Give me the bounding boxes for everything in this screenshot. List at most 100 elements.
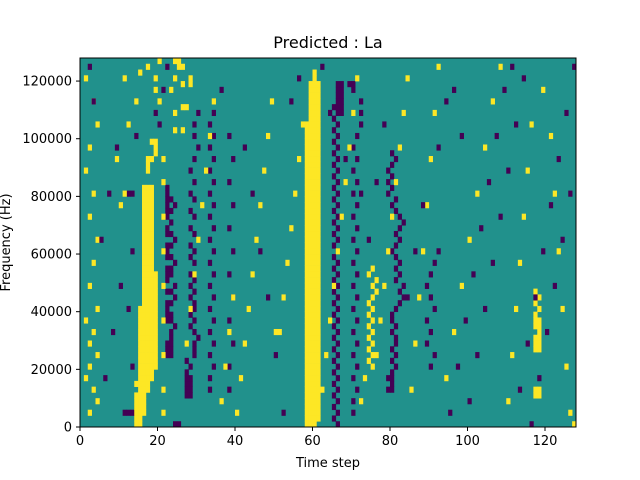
heatmap-cell [211, 271, 216, 278]
heatmap-cell [238, 375, 244, 382]
heatmap-cell [130, 190, 135, 197]
heatmap-cell [312, 259, 317, 266]
heatmap-cell [331, 161, 337, 168]
heatmap-cell [308, 132, 313, 140]
heatmap-cell [331, 288, 337, 295]
heatmap-cell [304, 196, 309, 203]
heatmap-cell [196, 334, 201, 341]
heatmap-cell [304, 357, 309, 364]
heatmap-cell [428, 363, 433, 370]
heatmap-cell [297, 156, 302, 163]
heatmap-cell [142, 369, 147, 376]
heatmap-cell [304, 403, 309, 411]
heatmap-cell [304, 415, 309, 422]
heatmap-cell [393, 334, 399, 341]
heatmap-cell [320, 63, 325, 70]
heatmap-cell [142, 219, 147, 226]
heatmap-cell [308, 334, 313, 341]
heatmap-cell [316, 300, 321, 307]
heatmap-cell [308, 236, 313, 243]
heatmap-cell [331, 265, 337, 272]
heatmap-cell [142, 294, 147, 301]
heatmap-cell [312, 75, 317, 82]
heatmap-cell [335, 409, 340, 416]
heatmap-cell [393, 242, 399, 249]
heatmap-cell [161, 386, 166, 393]
heatmap-cell [87, 409, 92, 416]
heatmap-cell [312, 202, 317, 209]
heatmap-cell [165, 196, 170, 203]
heatmap-cell [308, 248, 313, 255]
heatmap-cell [188, 167, 193, 174]
heatmap-cell [149, 196, 154, 203]
heatmap-cell [455, 363, 461, 370]
heatmap-cell [95, 236, 100, 243]
heatmap-cell [498, 213, 503, 220]
heatmap-cell [188, 392, 193, 399]
heatmap-cell [316, 340, 321, 347]
heatmap-cell [176, 421, 182, 428]
heatmap-cell [308, 213, 313, 220]
heatmap-cell [142, 300, 147, 307]
heatmap-cell [95, 352, 100, 359]
heatmap-cell [316, 150, 321, 157]
heatmap-cell [366, 357, 371, 364]
heatmap-cell [304, 363, 309, 370]
heatmap-cell [188, 386, 193, 393]
heatmap-cell [471, 271, 476, 278]
heatmap-cell [211, 225, 216, 232]
heatmap-cell [138, 305, 143, 313]
heatmap-cell [312, 340, 317, 347]
heatmap-cell [432, 305, 437, 313]
heatmap-cell [316, 375, 321, 382]
heatmap-cell [304, 242, 309, 249]
heatmap-cell [312, 121, 317, 128]
heatmap-cell [145, 63, 151, 70]
heatmap-cell [142, 323, 147, 330]
heatmap-cell [331, 115, 337, 122]
x-axis: 0 20 40 60 80 100 120 [76, 427, 557, 449]
heatmap-cell [149, 207, 154, 215]
heatmap-cell [246, 305, 251, 313]
heatmap-cell [231, 202, 236, 209]
heatmap-cell [475, 190, 480, 197]
heatmap-cell [316, 161, 321, 168]
heatmap-cells [83, 58, 577, 428]
heatmap-cell [134, 98, 139, 105]
heatmap-cell [300, 121, 306, 128]
heatmap-cell [339, 98, 344, 105]
heatmap-cell [308, 352, 313, 359]
x-tick-label: 60 [304, 434, 321, 449]
heatmap-cell [312, 115, 317, 122]
heatmap-cell [130, 363, 135, 370]
heatmap-cell [308, 86, 313, 93]
heatmap-cell [393, 352, 399, 359]
heatmap-cell [211, 132, 216, 140]
heatmap-cell [401, 282, 406, 289]
chart-title: Predicted : La [273, 33, 382, 52]
heatmap-cell [312, 86, 317, 93]
heatmap-cell [161, 179, 166, 186]
heatmap-cell [138, 409, 143, 416]
heatmap-cell [510, 63, 515, 70]
heatmap-cell [312, 265, 317, 272]
heatmap-cell [180, 104, 185, 111]
heatmap-cell [312, 98, 317, 105]
heatmap-cell [390, 311, 395, 318]
heatmap-cell [316, 156, 321, 163]
heatmap-cell [432, 352, 437, 359]
heatmap-cell [316, 271, 321, 278]
heatmap-cell [533, 346, 538, 353]
heatmap-cell [157, 121, 162, 128]
heatmap-cell [359, 109, 364, 117]
heatmap-cell [304, 386, 309, 393]
heatmap-cell [316, 254, 321, 261]
heatmap-cell [308, 219, 313, 226]
heatmap-cell [393, 363, 399, 370]
heatmap-cell [548, 202, 554, 209]
heatmap-cell [145, 225, 151, 232]
heatmap-cell [316, 288, 321, 295]
heatmap-cell [145, 352, 151, 359]
heatmap-cell [138, 380, 143, 387]
heatmap-cell [339, 81, 344, 88]
